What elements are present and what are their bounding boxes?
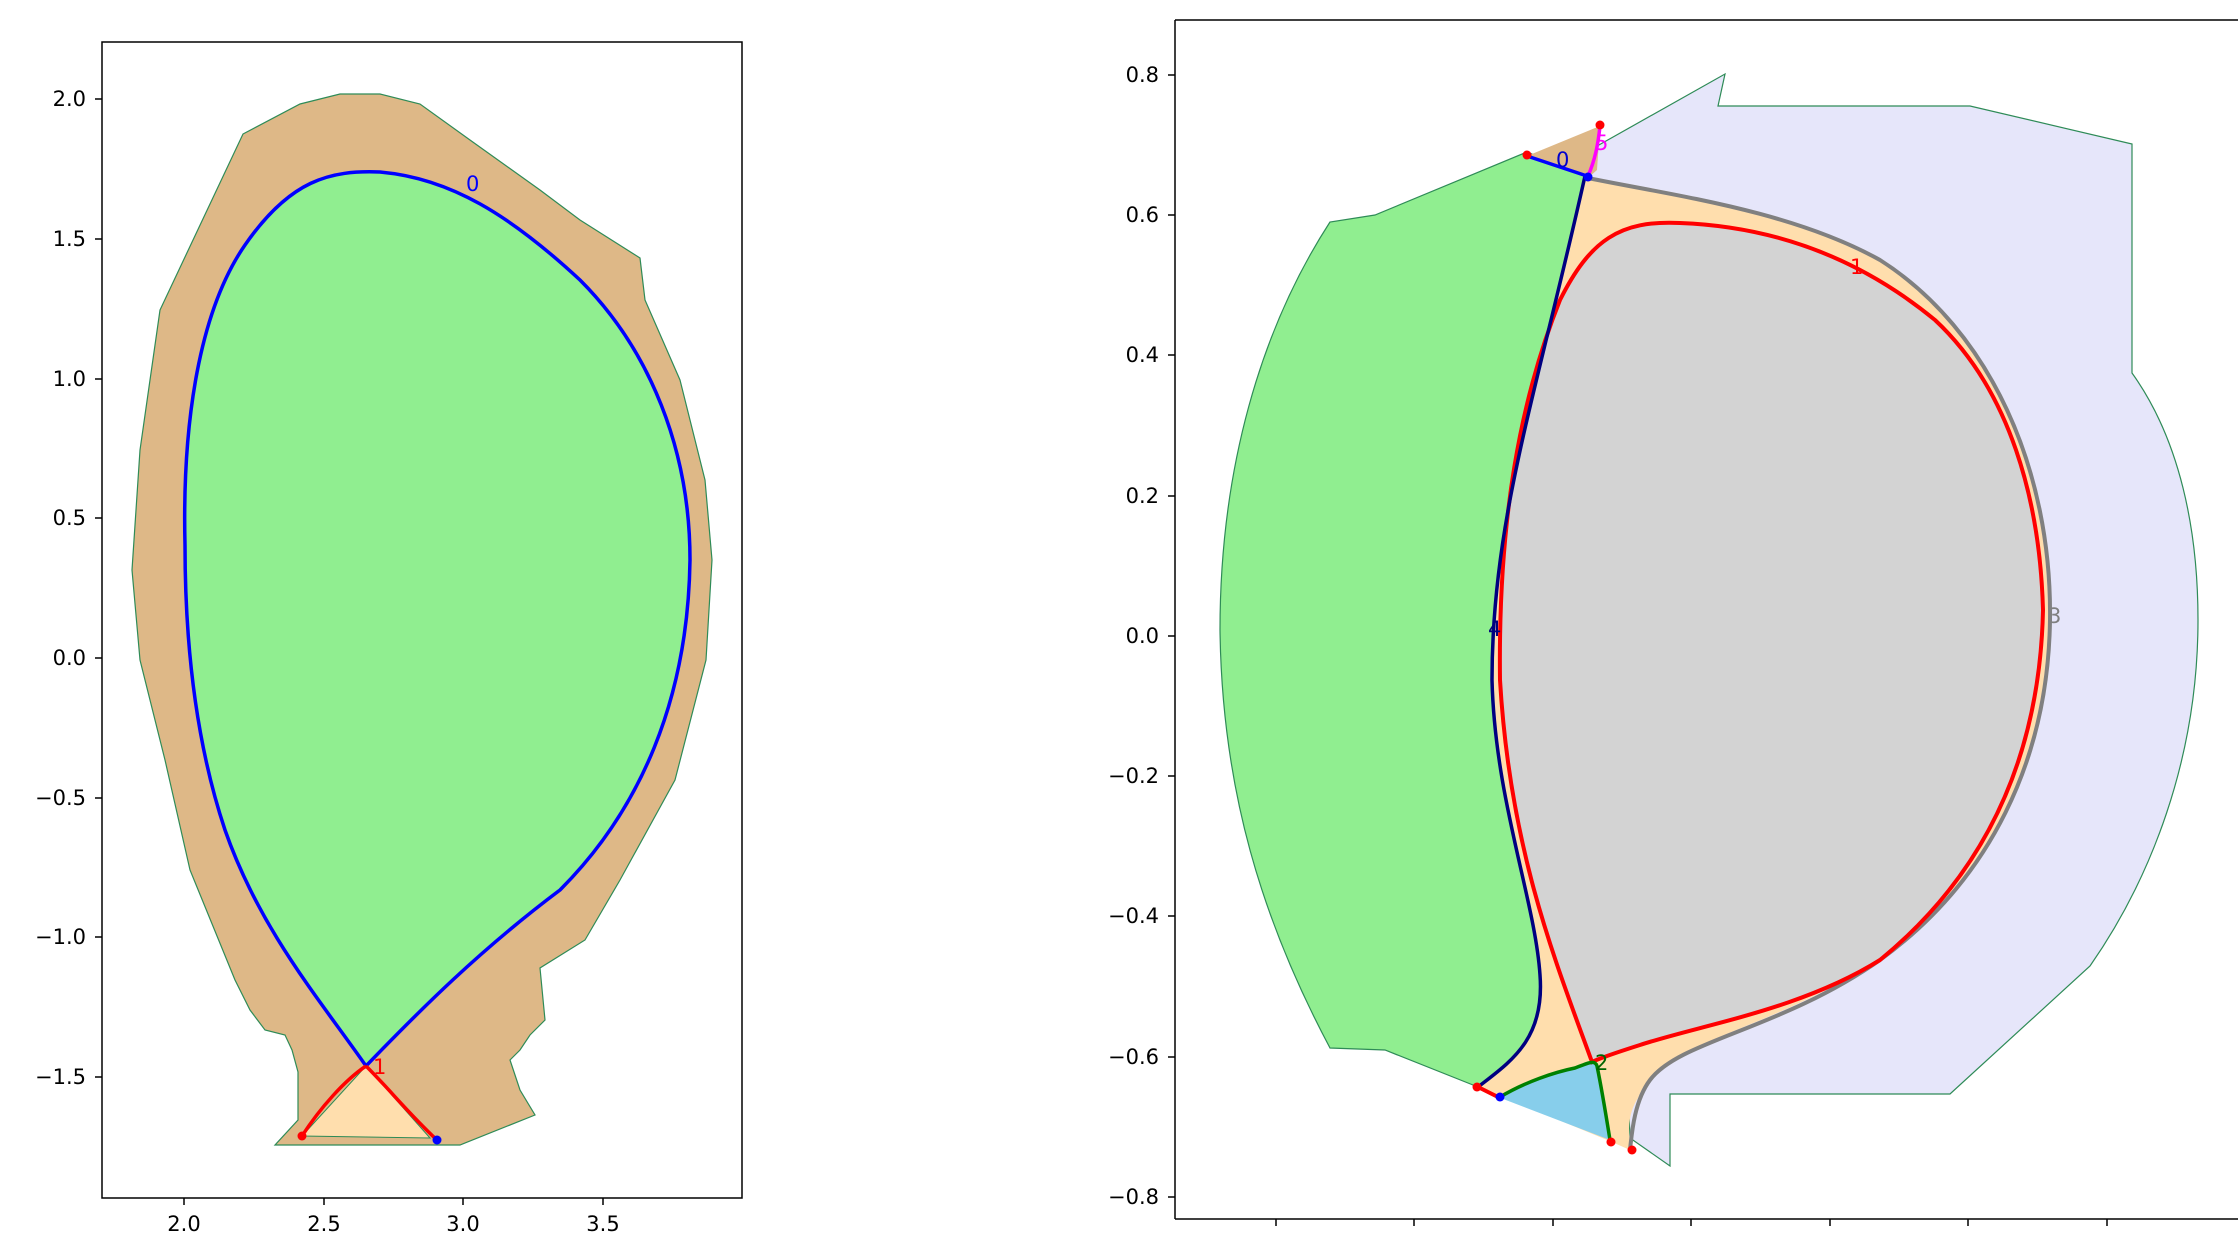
left-y-tick-label: 0.5 — [53, 506, 86, 530]
right-point-red — [1606, 1137, 1616, 1147]
left-x-tick-label: 3.0 — [446, 1212, 479, 1236]
right-plot: 0 5 1 3 4 2 0.8 0.6 0.4 0.2 0.0 −0.2 — [1108, 19, 2238, 1226]
left-core-region — [184, 171, 690, 1066]
right-curve-label-4: 4 — [1488, 617, 1501, 641]
left-y-tick-label: −1.5 — [35, 1065, 86, 1089]
right-point-red — [1595, 120, 1605, 130]
left-x-axis — [183, 1198, 604, 1205]
right-segment-5 — [1586, 125, 1602, 177]
left-separatrix-line — [182, 170, 692, 1069]
left-y-tick-label: 1.5 — [53, 227, 86, 251]
right-curve-label-3: 3 — [2048, 604, 2061, 628]
left-strike-point-red — [297, 1131, 307, 1141]
right-y-tick-label: 0.4 — [1126, 343, 1159, 367]
left-axes-frame — [101, 41, 743, 1199]
right-curve-label-1: 1 — [1850, 255, 1863, 279]
left-divertor-legs — [300, 1064, 439, 1142]
left-x-tick-label: 2.5 — [307, 1212, 340, 1236]
left-strike-point-blue — [432, 1135, 442, 1145]
left-y-tick-label: 1.0 — [53, 367, 86, 391]
right-x-axis — [1275, 1219, 2108, 1226]
right-separatrix-3 — [1587, 176, 2053, 1151]
right-inner-boundary-4 — [1476, 175, 1587, 1089]
left-y-tick-label: 2.0 — [53, 87, 86, 111]
right-divertor-boundary-2 — [1499, 1060, 1612, 1141]
right-y-tick-label: 0.8 — [1126, 63, 1159, 87]
right-curve-label-0: 0 — [1556, 148, 1569, 172]
right-curve-label-2: 2 — [1595, 1051, 1608, 1075]
left-y-axis — [95, 98, 102, 1078]
left-x-tick-label: 3.5 — [586, 1212, 619, 1236]
left-y-tick-label: −0.5 — [35, 786, 86, 810]
left-y-tick-label: −1.0 — [35, 925, 86, 949]
right-y-tick-label: −0.8 — [1108, 1185, 1159, 1209]
right-point-blue — [1495, 1092, 1505, 1102]
right-point-red — [1627, 1145, 1637, 1155]
right-point-blue — [1583, 172, 1593, 182]
left-plot: 0 1 2.0 2.5 3.0 3.5 2.0 1.5 1.0 0.5 — [35, 41, 743, 1236]
right-point-red — [1522, 150, 1532, 160]
right-lcfs-1 — [1497, 220, 2046, 1065]
left-curve-label-0: 0 — [466, 172, 479, 196]
right-y-axis — [1168, 74, 1175, 1198]
left-y-tick-label: 0.0 — [53, 646, 86, 670]
right-y-tick-label: 0.2 — [1126, 484, 1159, 508]
right-y-tick-label: −0.4 — [1108, 904, 1159, 928]
right-y-tick-label: 0.0 — [1126, 624, 1159, 648]
left-curve-label-1: 1 — [373, 1055, 386, 1079]
right-y-tick-label: −0.2 — [1108, 764, 1159, 788]
right-point-red — [1472, 1082, 1482, 1092]
right-curve-label-5: 5 — [1595, 131, 1608, 155]
left-x-tick-label: 2.0 — [167, 1212, 200, 1236]
right-y-tick-label: 0.6 — [1126, 203, 1159, 227]
right-upper-segment-0 — [1526, 154, 1588, 178]
right-lcfs-leg — [1477, 1085, 1499, 1099]
right-core-region — [1499, 222, 2043, 1063]
right-y-tick-label: −0.6 — [1108, 1045, 1159, 1069]
right-divertor-region — [1498, 1062, 1610, 1140]
right-axes-frame — [1174, 19, 2238, 1220]
right-upper-sol-region — [1527, 126, 1600, 178]
